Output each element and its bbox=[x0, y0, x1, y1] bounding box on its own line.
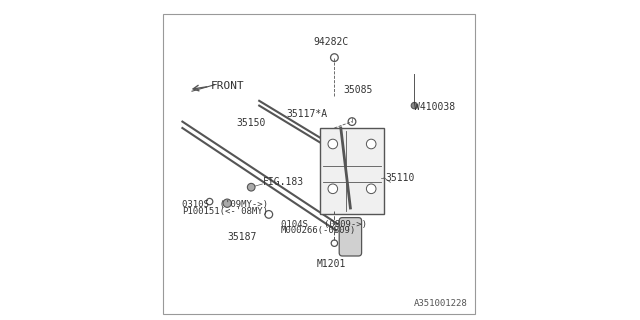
Circle shape bbox=[412, 102, 417, 109]
Text: M000266(-0809): M000266(-0809) bbox=[281, 226, 356, 235]
Text: 35110: 35110 bbox=[385, 172, 415, 183]
FancyBboxPatch shape bbox=[320, 128, 384, 214]
Text: 35085: 35085 bbox=[343, 84, 372, 95]
Text: 35150: 35150 bbox=[237, 118, 266, 128]
Text: 35187: 35187 bbox=[227, 232, 256, 243]
Text: 0104S   (0809->): 0104S (0809->) bbox=[281, 220, 367, 228]
Text: FRONT: FRONT bbox=[211, 81, 245, 92]
Text: 0310S  ('09MY->): 0310S ('09MY->) bbox=[182, 200, 268, 209]
Circle shape bbox=[328, 139, 338, 149]
Circle shape bbox=[247, 183, 255, 191]
Circle shape bbox=[328, 184, 338, 194]
Circle shape bbox=[367, 139, 376, 149]
Circle shape bbox=[223, 199, 232, 207]
Text: FIG.183: FIG.183 bbox=[262, 177, 303, 188]
Text: 94282C: 94282C bbox=[314, 36, 349, 47]
Text: P100151(<-'08MY): P100151(<-'08MY) bbox=[182, 207, 268, 216]
Text: M1201: M1201 bbox=[317, 259, 346, 269]
Text: W410038: W410038 bbox=[415, 102, 456, 112]
FancyBboxPatch shape bbox=[339, 218, 362, 256]
Text: A351001228: A351001228 bbox=[413, 300, 467, 308]
Text: 35117*A: 35117*A bbox=[287, 108, 328, 119]
Circle shape bbox=[367, 184, 376, 194]
